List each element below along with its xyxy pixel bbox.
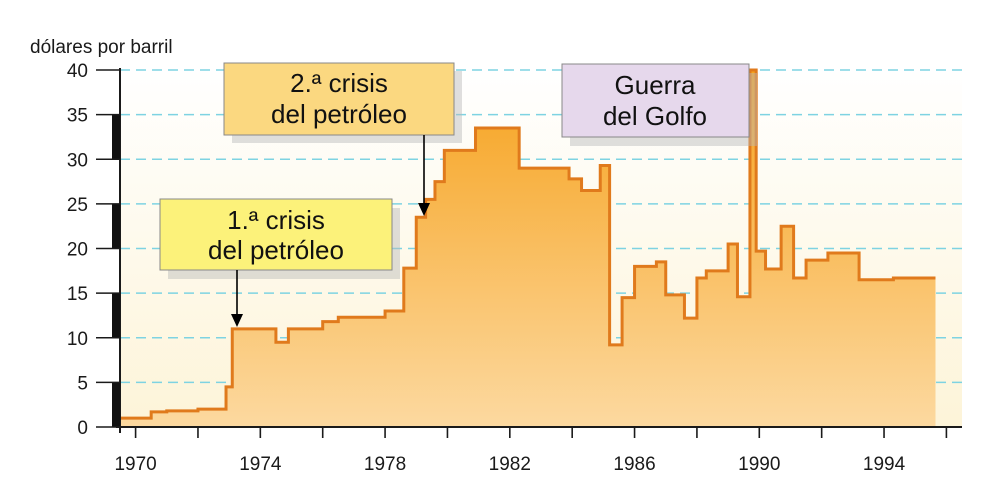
y-scale-band-20 xyxy=(112,203,120,249)
y-scale-band-30 xyxy=(112,114,120,160)
series-area-fill xyxy=(120,70,936,427)
y-tick-label-15: 15 xyxy=(67,284,88,305)
data-area xyxy=(120,68,936,427)
annotations: 1.ª crisis del petróleo 2.ª crisis del p… xyxy=(159,62,757,327)
x-tick-label-1994: 1994 xyxy=(863,454,906,475)
x-tick-label-1978: 1978 xyxy=(364,454,406,475)
y-tick-label-30: 30 xyxy=(67,150,88,171)
annotation-first-oil-crisis-line2: del petróleo xyxy=(208,235,344,265)
x-tick-label-1974: 1974 xyxy=(239,454,282,475)
y-axis: 0 5 10 15 20 25 30 35 40 xyxy=(67,61,121,439)
x-tick-label-1982: 1982 xyxy=(489,454,531,475)
annotation-second-oil-crisis-line2: del petróleo xyxy=(271,99,407,129)
annotation-gulf-war-line1: Guerra xyxy=(615,70,696,100)
x-axis: 1970 1974 1978 1982 1986 1990 1994 xyxy=(114,426,962,475)
y-tick-label-0: 0 xyxy=(77,418,88,439)
annotation-gulf-war: Guerra del Golfo xyxy=(561,63,757,146)
y-scale-band-10 xyxy=(112,293,120,338)
annotation-second-oil-crisis-line1: 2.ª crisis xyxy=(290,68,388,98)
y-tick-label-5: 5 xyxy=(77,373,88,394)
y-axis-label: dólares por barril xyxy=(30,37,173,58)
y-tick-label-35: 35 xyxy=(67,106,88,127)
x-tick-label-1990: 1990 xyxy=(738,454,780,475)
annotation-first-oil-crisis: 1.ª crisis del petróleo xyxy=(159,198,400,327)
annotation-gulf-war-line2: del Golfo xyxy=(603,101,707,131)
y-tick-label-10: 10 xyxy=(67,329,88,350)
annotation-first-oil-crisis-line1: 1.ª crisis xyxy=(227,205,325,235)
x-tick-label-1986: 1986 xyxy=(613,454,655,475)
y-tick-label-25: 25 xyxy=(67,195,88,216)
y-tick-label-20: 20 xyxy=(67,240,88,261)
x-tick-label-1970: 1970 xyxy=(114,454,156,475)
y-tick-label-40: 40 xyxy=(67,61,88,82)
y-scale-band-0 xyxy=(112,382,120,427)
series-line xyxy=(120,68,936,420)
annotation-second-oil-crisis: 2.ª crisis del petróleo xyxy=(223,62,462,216)
